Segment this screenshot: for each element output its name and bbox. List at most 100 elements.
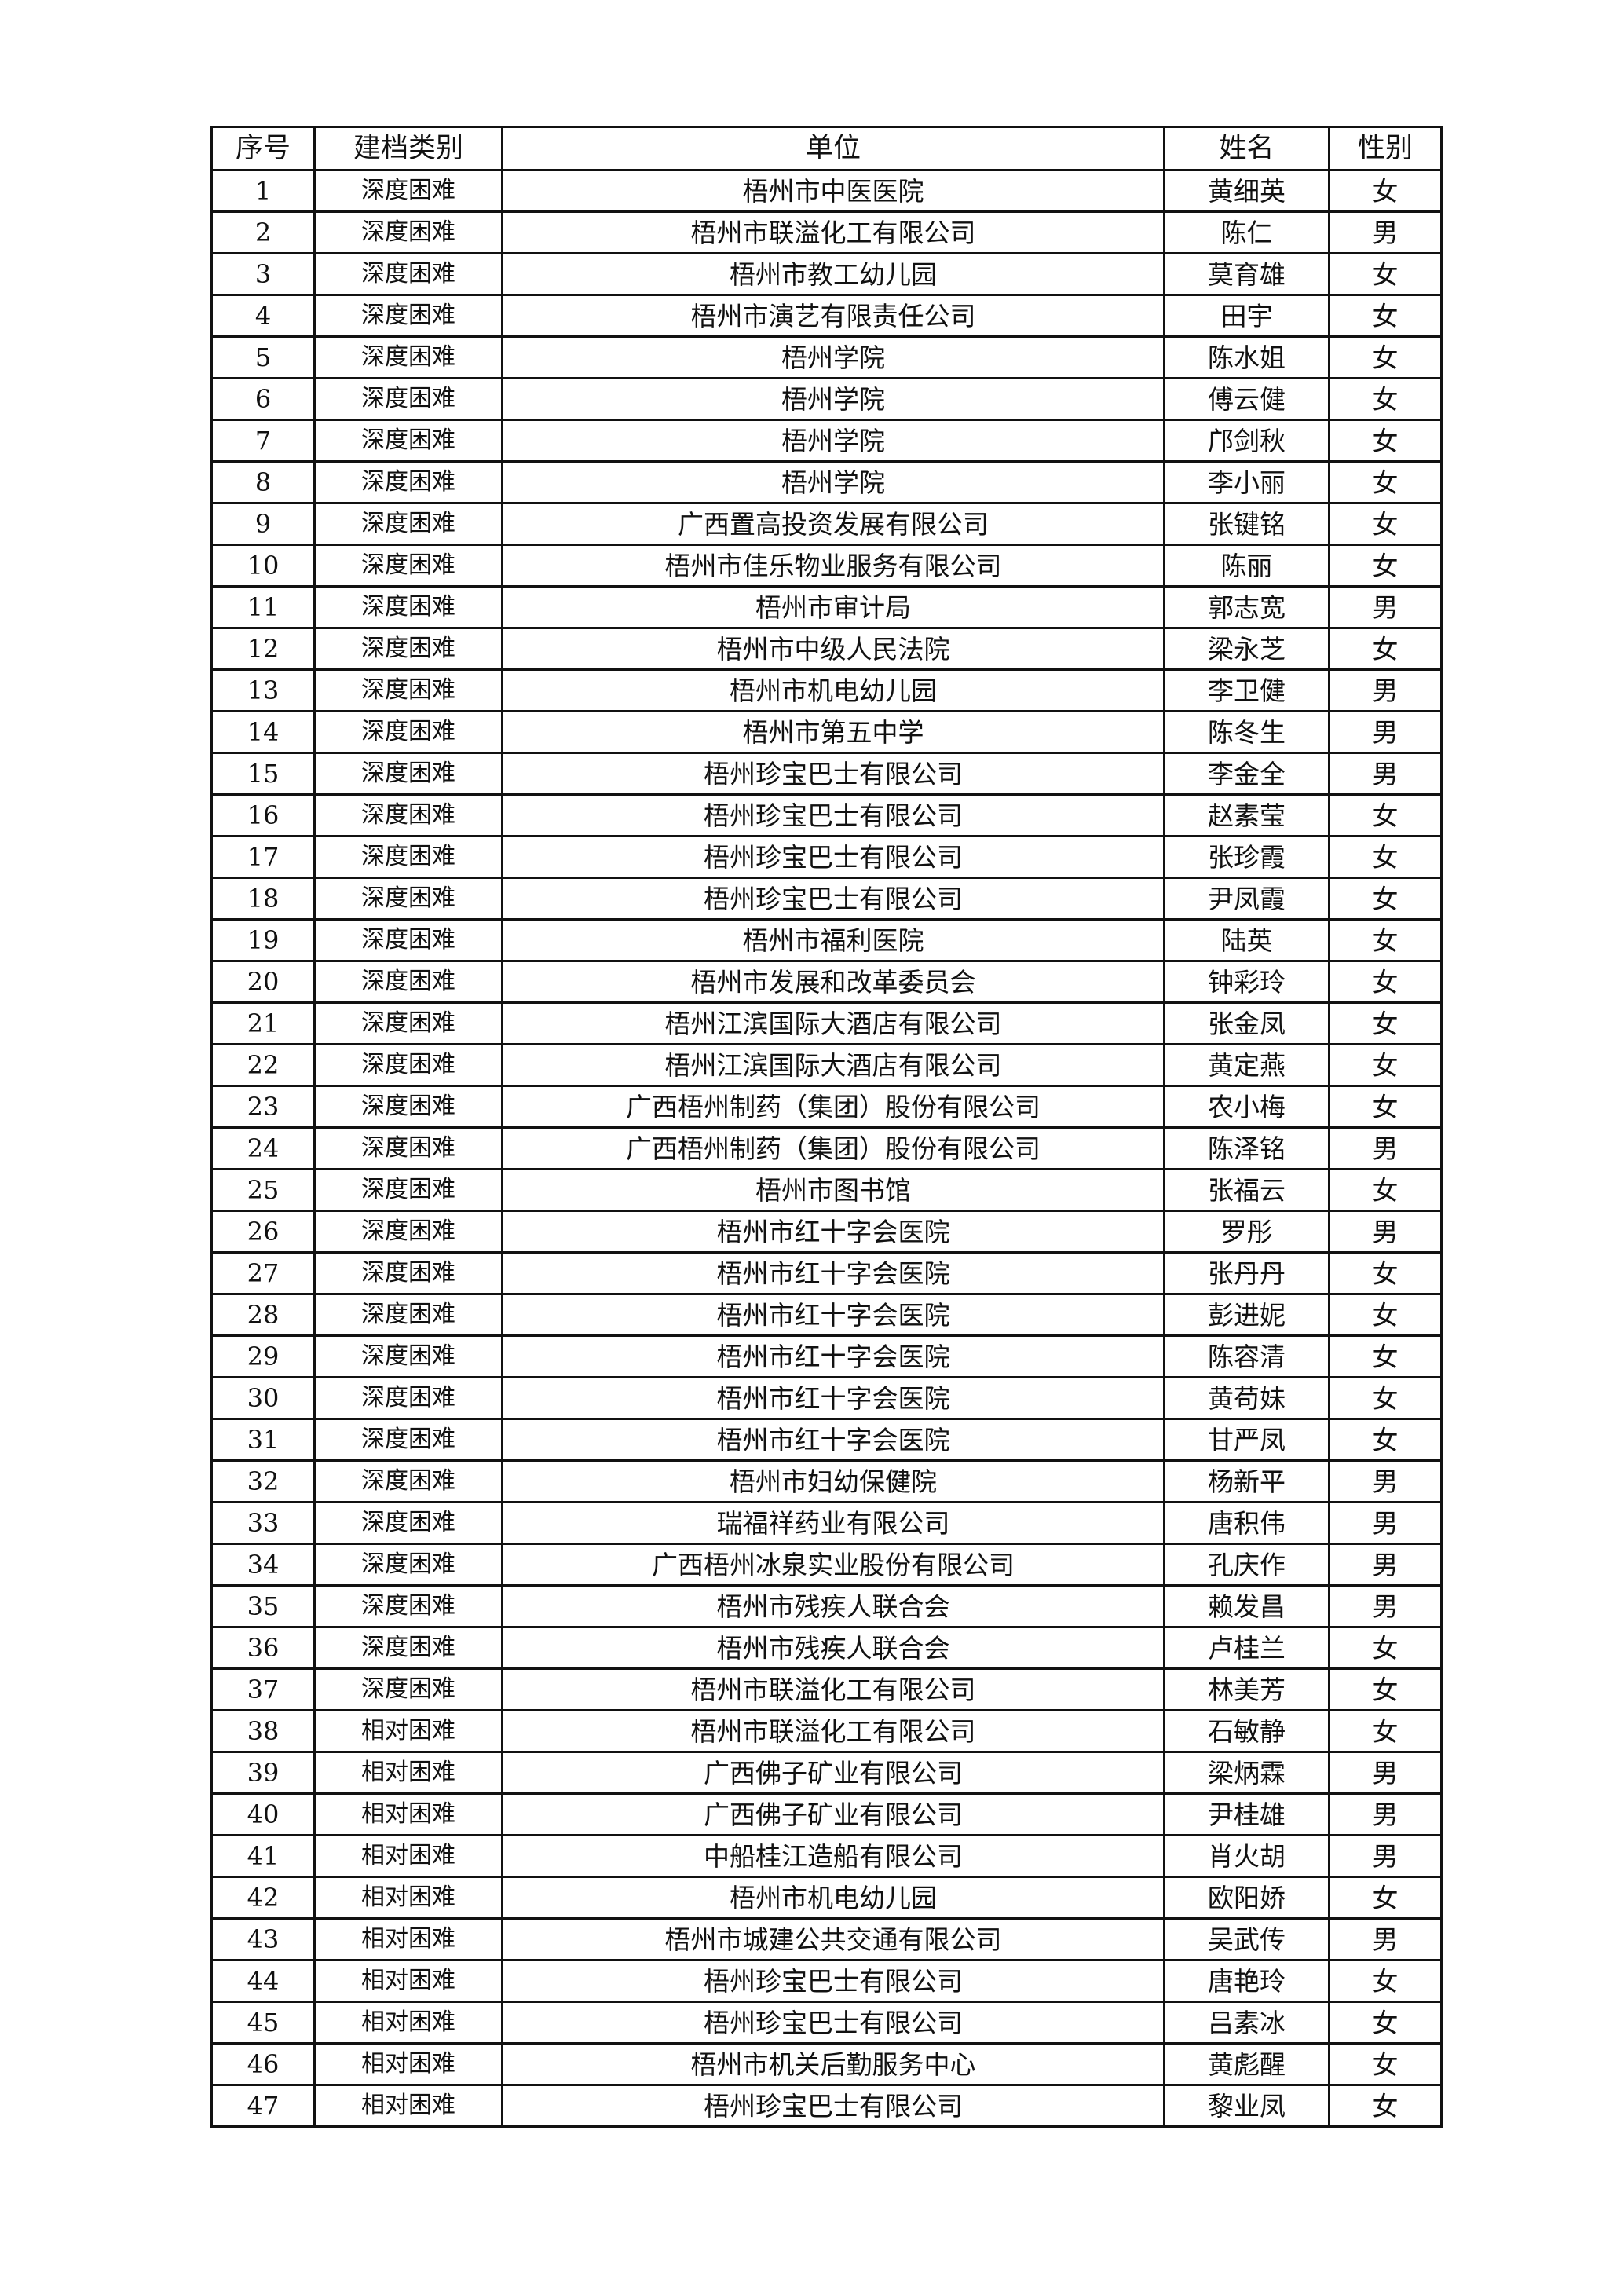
name-cell: 尹凤霞 — [1163, 877, 1330, 921]
gender-cell: 女 — [1328, 1709, 1443, 1753]
header-unit: 单位 — [501, 126, 1165, 171]
category-cell: 深度困难 — [313, 1543, 503, 1587]
table-row: 11 深度困难 梧州市审计局 郭志宽男 — [210, 585, 1443, 629]
table-row: 20 深度困难 梧州市发展和改革委员会 钟彩玲女 — [210, 960, 1443, 1004]
name-cell: 陈仁 — [1163, 210, 1330, 254]
gender-cell: 女 — [1328, 2084, 1443, 2128]
unit-cell: 梧州市中医医院 — [501, 169, 1165, 213]
gender-cell: 男 — [1328, 1917, 1443, 1961]
category-cell: 深度困难 — [313, 460, 503, 504]
category-cell: 深度困难 — [313, 710, 503, 754]
name-cell: 黄细英 — [1163, 169, 1330, 213]
table-row: 21 深度困难 梧州江滨国际大酒店有限公司 张金凤女 — [210, 1001, 1443, 1045]
name-cell: 林美芳 — [1163, 1667, 1330, 1711]
index-cell: 12 — [210, 627, 316, 671]
name-cell: 傅云健 — [1163, 377, 1330, 421]
index-cell: 17 — [210, 835, 316, 879]
unit-cell: 梧州市联溢化工有限公司 — [501, 1709, 1165, 1753]
name-cell: 邝剑秋 — [1163, 419, 1330, 463]
table-row: 30 深度困难 梧州市红十字会医院 黄苟妹女 — [210, 1376, 1443, 1420]
name-cell: 陈水姐 — [1163, 335, 1330, 379]
unit-cell: 梧州市红十字会医院 — [501, 1334, 1165, 1378]
table-row: 9 深度困难 广西置高投资发展有限公司 张键铭女 — [210, 502, 1443, 546]
name-cell: 李卫健 — [1163, 668, 1330, 712]
index-cell: 14 — [210, 710, 316, 754]
table-row: 14 深度困难 梧州市第五中学 陈冬生男 — [210, 710, 1443, 754]
table-row: 35 深度困难 梧州市残疾人联合会 赖发昌男 — [210, 1584, 1443, 1628]
index-cell: 23 — [210, 1085, 316, 1129]
index-cell: 1 — [210, 169, 316, 213]
unit-cell: 广西佛子矿业有限公司 — [501, 1751, 1165, 1795]
name-cell: 陈冬生 — [1163, 710, 1330, 754]
unit-cell: 梧州市红十字会医院 — [501, 1376, 1165, 1420]
index-cell: 44 — [210, 1959, 316, 2003]
unit-cell: 中船桂江造船有限公司 — [501, 1834, 1165, 1878]
category-cell: 深度困难 — [313, 1293, 503, 1337]
category-cell: 深度困难 — [313, 377, 503, 421]
index-cell: 26 — [210, 1210, 316, 1254]
table-row: 6 深度困难 梧州学院 傅云健女 — [210, 377, 1443, 421]
unit-cell: 梧州学院 — [501, 335, 1165, 379]
unit-cell: 梧州市机电幼儿园 — [501, 1876, 1165, 1920]
gender-cell: 男 — [1328, 1501, 1443, 1545]
name-cell: 黄定燕 — [1163, 1043, 1330, 1087]
index-cell: 41 — [210, 1834, 316, 1878]
name-cell: 彭进妮 — [1163, 1293, 1330, 1337]
category-cell: 深度困难 — [313, 294, 503, 338]
gender-cell: 男 — [1328, 1792, 1443, 1836]
gender-cell: 女 — [1328, 1876, 1443, 1920]
gender-cell: 女 — [1328, 1667, 1443, 1711]
table-row: 3 深度困难 梧州市教工幼儿园 莫育雄女 — [210, 252, 1443, 296]
gender-cell: 女 — [1328, 960, 1443, 1004]
unit-cell: 梧州市残疾人联合会 — [501, 1584, 1165, 1628]
unit-cell: 梧州市红十字会医院 — [501, 1418, 1165, 1462]
index-cell: 8 — [210, 460, 316, 504]
gender-cell: 女 — [1328, 1168, 1443, 1212]
category-cell: 深度困难 — [313, 1251, 503, 1295]
name-cell: 张丹丹 — [1163, 1251, 1330, 1295]
name-cell: 陈容清 — [1163, 1334, 1330, 1378]
category-cell: 深度困难 — [313, 1168, 503, 1212]
index-cell: 28 — [210, 1293, 316, 1337]
table-row: 29 深度困难 梧州市红十字会医院 陈容清女 — [210, 1334, 1443, 1378]
gender-cell: 男 — [1328, 1543, 1443, 1587]
unit-cell: 梧州珍宝巴士有限公司 — [501, 2084, 1165, 2128]
index-cell: 36 — [210, 1626, 316, 1670]
name-cell: 吴武传 — [1163, 1917, 1330, 1961]
gender-cell: 女 — [1328, 377, 1443, 421]
gender-cell: 女 — [1328, 544, 1443, 588]
index-cell: 9 — [210, 502, 316, 546]
unit-cell: 梧州学院 — [501, 419, 1165, 463]
table-row: 5 深度困难 梧州学院 陈水姐女 — [210, 335, 1443, 379]
unit-cell: 广西梧州制药（集团）股份有限公司 — [501, 1085, 1165, 1129]
name-cell: 钟彩玲 — [1163, 960, 1330, 1004]
gender-cell: 男 — [1328, 1834, 1443, 1878]
table-row: 25 深度困难 梧州市图书馆 张福云女 — [210, 1168, 1443, 1212]
unit-cell: 梧州市红十字会医院 — [501, 1251, 1165, 1295]
name-cell: 罗彤 — [1163, 1210, 1330, 1254]
unit-cell: 梧州珍宝巴士有限公司 — [501, 835, 1165, 879]
category-cell: 相对困难 — [313, 1876, 503, 1920]
unit-cell: 梧州市发展和改革委员会 — [501, 960, 1165, 1004]
table-row: 15 深度困难 梧州珍宝巴士有限公司 李金全男 — [210, 752, 1443, 796]
unit-cell: 梧州市残疾人联合会 — [501, 1626, 1165, 1670]
table-row: 12 深度困难 梧州市中级人民法院 梁永芝女 — [210, 627, 1443, 671]
unit-cell: 梧州市图书馆 — [501, 1168, 1165, 1212]
index-cell: 7 — [210, 419, 316, 463]
category-cell: 相对困难 — [313, 2084, 503, 2128]
index-cell: 31 — [210, 1418, 316, 1462]
category-cell: 深度困难 — [313, 1085, 503, 1129]
name-cell: 欧阳娇 — [1163, 1876, 1330, 1920]
gender-cell: 女 — [1328, 1959, 1443, 2003]
index-cell: 24 — [210, 1126, 316, 1170]
index-cell: 43 — [210, 1917, 316, 1961]
table-row: 4 深度困难 梧州市演艺有限责任公司 田宇女 — [210, 294, 1443, 338]
category-cell: 深度困难 — [313, 1210, 503, 1254]
gender-cell: 女 — [1328, 1043, 1443, 1087]
index-cell: 46 — [210, 2042, 316, 2086]
table-row: 45 相对困难 梧州珍宝巴士有限公司 吕素冰女 — [210, 2001, 1443, 2045]
gender-cell: 女 — [1328, 1334, 1443, 1378]
unit-cell: 梧州学院 — [501, 460, 1165, 504]
index-cell: 4 — [210, 294, 316, 338]
unit-cell: 梧州珍宝巴士有限公司 — [501, 752, 1165, 796]
